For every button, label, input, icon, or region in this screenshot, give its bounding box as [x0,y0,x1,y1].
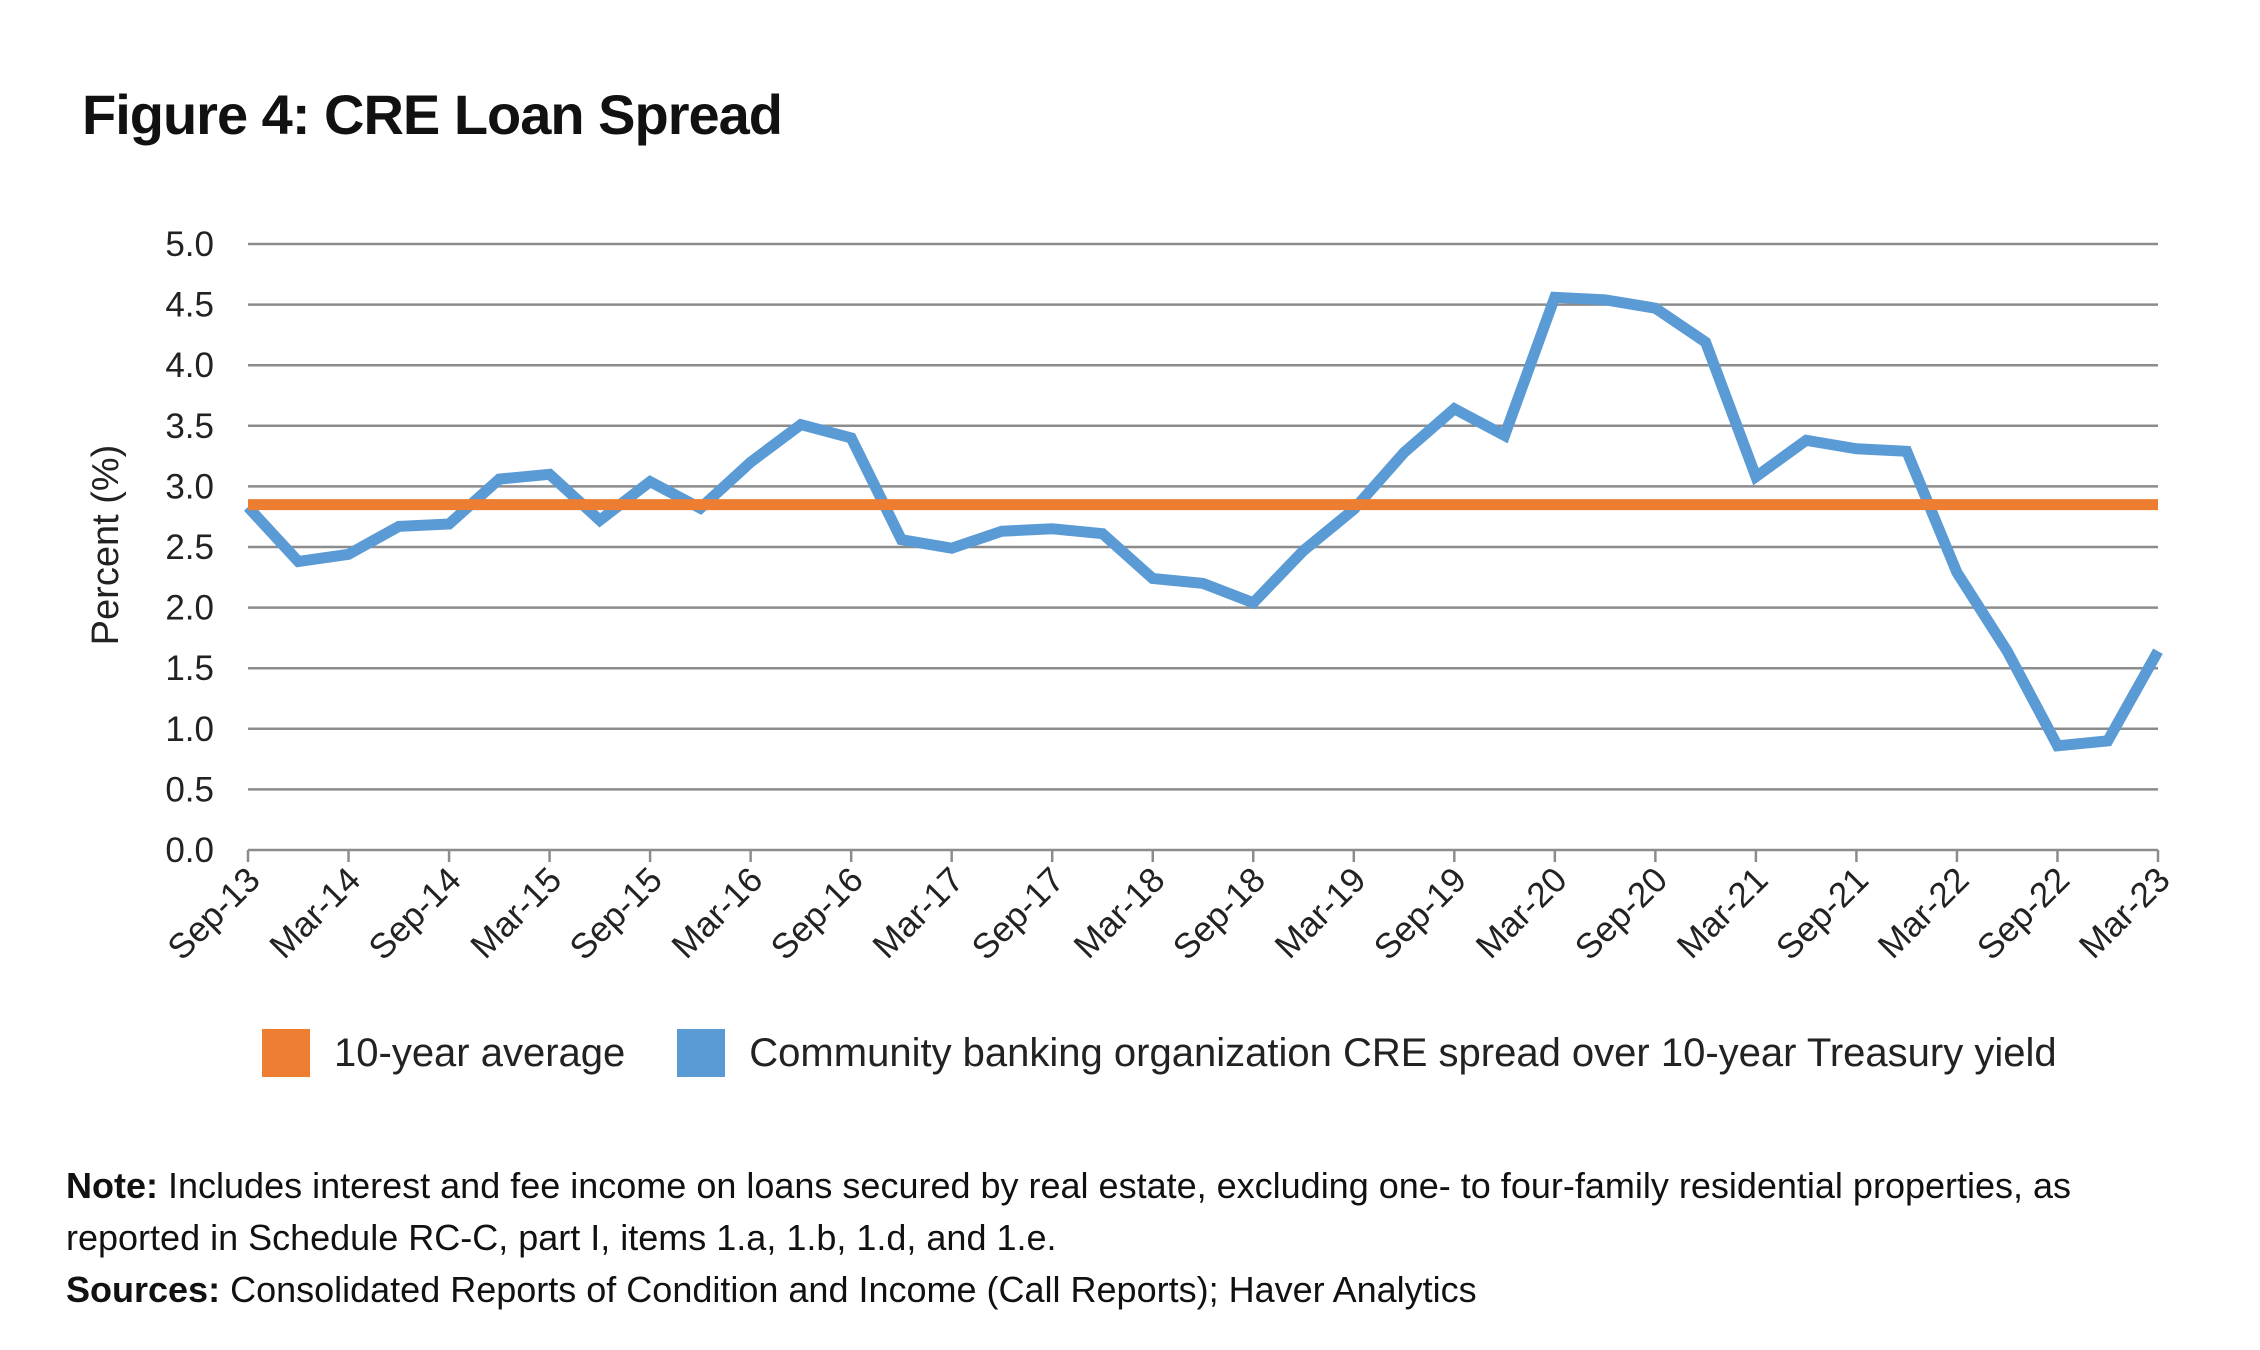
line-chart: 0.0 0.5 1.0 1.5 2.0 2.5 3.0 3.5 4.0 4.5 5.0 Sep-13… [85,225,2178,967]
note-paragraph: Note: Includes interest and fee income o… [66,1160,2166,1264]
x-tick-label: Mar-17 [865,860,971,966]
y-tick-label: 2.0 [165,589,214,628]
x-axis [246,848,2160,862]
y-tick-label: 0.5 [165,770,214,809]
legend: 10-year average Community banking organi… [262,1025,2109,1081]
legend-item-cre-spread: Community banking organization CRE sprea… [677,1029,2057,1077]
x-tick-label: Sep-17 [964,860,1071,967]
x-tick-label: Sep-20 [1568,860,1675,967]
y-tick-label: 4.0 [165,346,214,385]
chart-title: Figure 4: CRE Loan Spread [82,83,783,146]
x-axis-tick-labels: Sep-13Mar-14Sep-14Mar-15Sep-15Mar-16Sep-… [160,860,2177,967]
y-tick-label: 1.0 [165,710,214,749]
x-tick-label: Sep-15 [562,860,669,967]
x-tick-label: Sep-22 [1970,860,2077,967]
y-tick-label: 3.5 [165,407,214,446]
x-tick-label: Mar-22 [1871,860,1977,966]
legend-swatch-orange [262,1029,310,1077]
sources-paragraph: Sources: Consolidated Reports of Conditi… [66,1264,2166,1316]
x-tick-label: Mar-19 [1267,860,1373,966]
x-tick-label: Sep-21 [1769,860,1876,967]
y-tick-label: 1.5 [165,649,214,688]
x-tick-label: Sep-13 [160,860,267,967]
grid-lines [248,242,2158,791]
x-tick-label: Sep-14 [361,860,468,967]
x-tick-label: Mar-18 [1066,860,1172,966]
series-line-cre-spread [243,291,2163,752]
y-tick-label: 3.0 [165,467,214,506]
x-tick-label: Mar-21 [1670,860,1776,966]
series-lines [243,291,2163,752]
x-tick-label: Sep-19 [1367,860,1474,967]
legend-label: 10-year average [334,1030,626,1075]
y-tick-label: 2.5 [165,528,214,567]
x-tick-label: Mar-16 [664,860,770,966]
sources-text: Consolidated Reports of Condition and In… [220,1269,1477,1310]
y-tick-label: 4.5 [165,286,214,325]
x-tick-label: Mar-14 [262,860,368,966]
x-tick-label: Mar-20 [1469,860,1575,966]
note-text: Includes interest and fee income on loan… [66,1165,2072,1258]
x-tick-label: Mar-23 [2072,860,2178,966]
x-tick-label: Sep-18 [1166,860,1273,967]
x-tick-label: Mar-15 [463,860,569,966]
note-label: Note: [66,1165,158,1206]
legend-swatch-blue [677,1029,726,1077]
y-axis-tick-labels: 0.0 0.5 1.0 1.5 2.0 2.5 3.0 3.5 4.0 4.5 5.0 [165,225,214,870]
legend-label: Community banking organization CRE sprea… [749,1030,2057,1075]
y-tick-label: 5.0 [165,225,214,264]
x-tick-label: Sep-16 [763,860,870,967]
y-tick-label: 0.0 [165,831,214,870]
legend-item-10-year-average: 10-year average [262,1029,625,1077]
sources-label: Sources: [66,1269,221,1310]
y-axis-title: Percent (%) [85,445,127,646]
chart-notes: Note: Includes interest and fee income o… [66,1160,2166,1316]
